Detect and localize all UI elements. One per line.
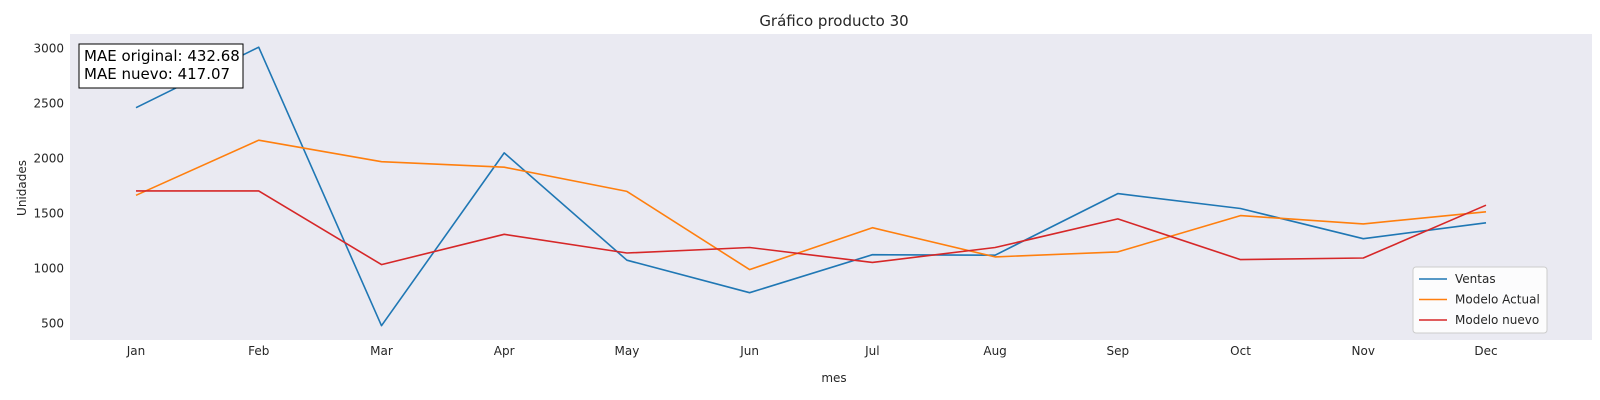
x-tick-label: Dec bbox=[1474, 344, 1497, 358]
chart-title: Gráfico producto 30 bbox=[759, 12, 908, 30]
y-tick-label: 1000 bbox=[33, 261, 64, 275]
series-lines bbox=[135, 46, 1487, 327]
y-tick-label: 2500 bbox=[33, 96, 64, 110]
x-tick-label: Apr bbox=[494, 344, 515, 358]
annotation-box bbox=[78, 43, 244, 89]
x-tick-label: Nov bbox=[1352, 344, 1375, 358]
y-axis-ticks: 500 1000 1500 2000 2500 3000 bbox=[33, 41, 64, 330]
x-axis-ticks: Jan Feb Mar Apr May Jun Jul Aug Sep Oct Nov Dec bbox=[126, 344, 1498, 358]
y-axis-label: Unidades bbox=[15, 160, 29, 216]
legend: Ventas Modelo Actual Modelo nuevo bbox=[1412, 266, 1548, 334]
x-tick-label: Jun bbox=[739, 344, 759, 358]
y-tick-label: 3000 bbox=[33, 41, 64, 55]
series-line-modelo-nuevo bbox=[136, 190, 1487, 266]
annotation-mae-original: MAE original: 432.68 bbox=[84, 47, 240, 65]
x-tick-label: Mar bbox=[370, 344, 393, 358]
x-tick-label: Oct bbox=[1230, 344, 1251, 358]
mae-annotation: MAE original: 432.68 MAE nuevo: 417.07 bbox=[78, 43, 244, 89]
x-axis-label: mes bbox=[821, 371, 846, 385]
legend-label-ventas: Ventas bbox=[1455, 272, 1496, 286]
y-tick-label: 500 bbox=[41, 316, 64, 330]
series-line-modelo-actual bbox=[135, 139, 1487, 271]
x-tick-label: Sep bbox=[1107, 344, 1130, 358]
legend-label-modelo-actual: Modelo Actual bbox=[1455, 293, 1540, 307]
x-tick-label: Jan bbox=[126, 344, 146, 358]
legend-box bbox=[1412, 266, 1548, 334]
plot-area bbox=[70, 34, 1592, 340]
legend-label-modelo-nuevo: Modelo nuevo bbox=[1455, 313, 1539, 327]
x-tick-label: Feb bbox=[248, 344, 269, 358]
x-tick-label: Jul bbox=[864, 344, 879, 358]
x-tick-label: May bbox=[615, 344, 640, 358]
x-tick-label: Aug bbox=[983, 344, 1006, 358]
y-tick-label: 1500 bbox=[33, 206, 64, 220]
y-tick-label: 2000 bbox=[33, 151, 64, 165]
annotation-mae-nuevo: MAE nuevo: 417.07 bbox=[84, 65, 230, 83]
series-line-ventas bbox=[135, 46, 1487, 327]
